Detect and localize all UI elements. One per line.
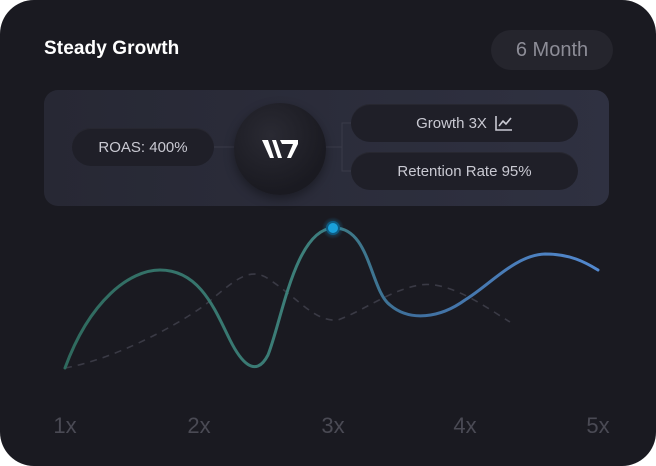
line-chart-icon	[495, 115, 513, 131]
highlight-point[interactable]	[326, 221, 340, 235]
card-title: Steady Growth	[44, 38, 180, 59]
growth-label: Growth 3X	[416, 114, 487, 132]
stats-panel: ROAS: 400% Growth 3X Retention Rate 95%	[44, 90, 609, 206]
retention-badge: Retention Rate 95%	[351, 152, 578, 190]
x-tick-1x: 1x	[53, 413, 77, 438]
growth-badge: Growth 3X	[351, 104, 578, 142]
roas-label: ROAS: 400%	[98, 138, 188, 156]
connector-lines	[214, 122, 351, 172]
growth-line-chart	[63, 217, 600, 398]
main-series-line	[63, 226, 600, 370]
x-tick-3x: 3x	[321, 413, 345, 438]
x-tick-2x: 2x	[187, 413, 211, 438]
brand-logo	[234, 103, 326, 195]
period-dropdown-button[interactable]: 6 Month	[491, 30, 613, 70]
dashed-series-line	[64, 273, 511, 369]
roas-badge: ROAS: 400%	[72, 128, 214, 166]
x-tick-4x: 4x	[453, 413, 477, 438]
w7-logo-icon	[262, 140, 298, 158]
x-tick-5x: 5x	[586, 413, 610, 438]
retention-label: Retention Rate 95%	[397, 162, 532, 180]
